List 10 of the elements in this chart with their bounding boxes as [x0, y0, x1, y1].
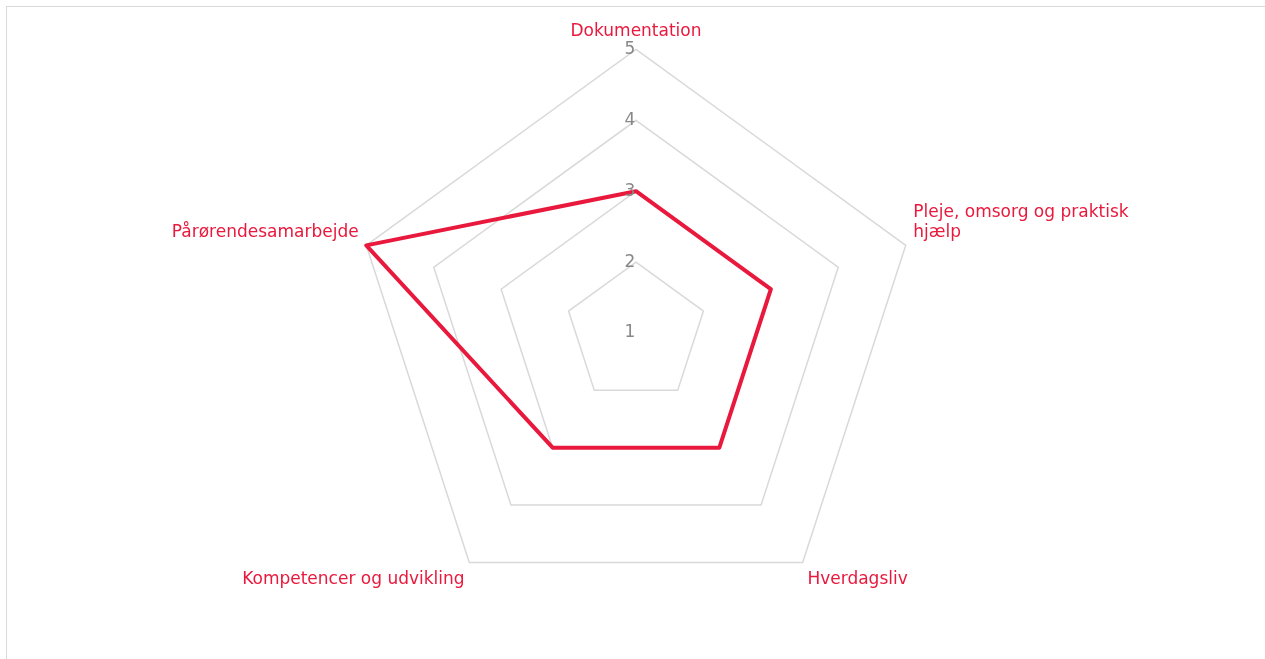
spoke-label: Pårørendesamarbejde: [171, 221, 359, 242]
spoke-label: Dokumentation: [570, 19, 702, 40]
spoke-label: Pleje, omsorg og praktisk hjælp: [913, 200, 1129, 242]
y-tick-label: 5: [624, 37, 636, 58]
y-tick-label: 2: [624, 250, 636, 271]
y-tick-label: 3: [624, 179, 636, 200]
spoke-label: Kompetencer og udvikling: [242, 567, 465, 588]
y-tick-label: 4: [624, 108, 636, 129]
spoke-label: Hverdagsliv: [807, 567, 908, 588]
y-tick-label: 1: [624, 321, 636, 342]
